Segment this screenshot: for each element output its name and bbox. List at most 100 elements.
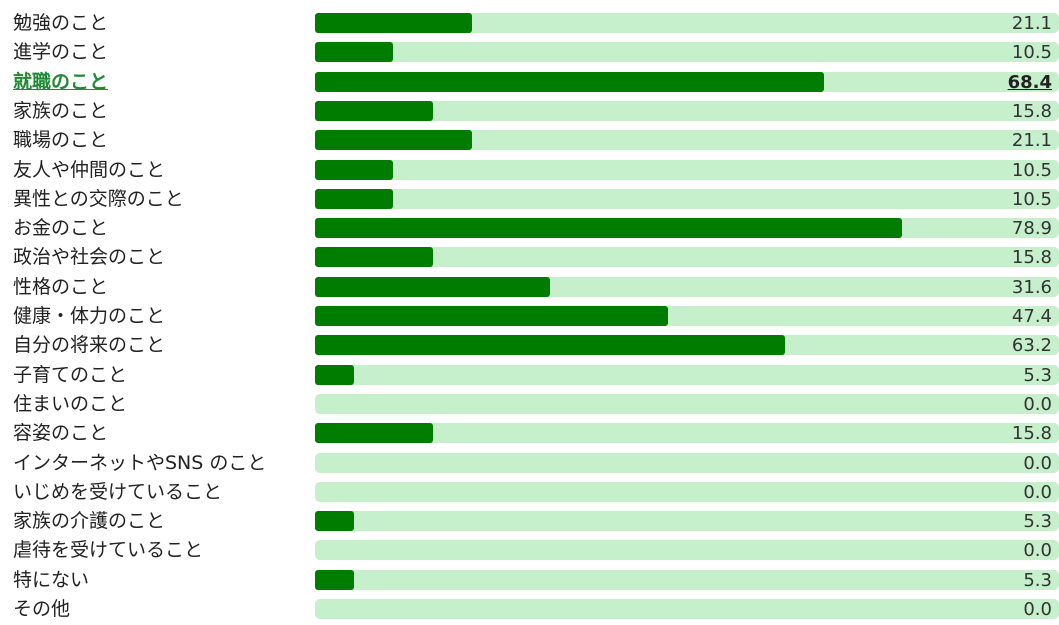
category-label: 政治や社会のこと <box>13 246 166 269</box>
value-label: 0.0 <box>1023 540 1052 562</box>
bar-row: 住まいのこと 0.0 <box>0 391 1059 420</box>
bar <box>315 423 433 444</box>
bar <box>315 13 472 33</box>
bar-track <box>315 218 1059 239</box>
category-label[interactable]: 就職のこと <box>13 70 109 93</box>
category-label: 家族のこと <box>13 99 109 122</box>
bar <box>315 188 394 209</box>
bar-track <box>315 306 1059 326</box>
value-label: 10.5 <box>1011 159 1052 181</box>
bar-track <box>315 159 1059 180</box>
category-label: 子育てのこと <box>13 363 128 386</box>
value-label: 15.8 <box>1011 247 1052 269</box>
bar <box>315 218 903 239</box>
category-label: 勉強のこと <box>13 12 109 34</box>
category-label: 虐待を受けていること <box>13 539 204 562</box>
bar-row: 進学のこと 10.5 <box>0 39 1059 68</box>
bar-row: 家族の介護のこと 5.3 <box>0 508 1059 537</box>
bar-track <box>315 511 1059 532</box>
bar <box>315 569 355 590</box>
bar-track <box>315 452 1059 473</box>
bar-row: お金のこと 78.9 <box>0 215 1059 244</box>
bar-row: 政治や社会のこと 15.8 <box>0 244 1059 273</box>
bar <box>315 71 824 92</box>
bar-track <box>315 364 1059 385</box>
bar-track <box>315 481 1059 502</box>
value-label: 10.5 <box>1011 188 1052 210</box>
bar-row: いじめを受けていること 0.0 <box>0 479 1059 508</box>
bar-row: 自分の将来のこと 63.2 <box>0 332 1059 361</box>
bar <box>315 511 355 532</box>
bar <box>315 364 355 385</box>
bar-row: 勉強のこと 21.1 <box>0 10 1059 39</box>
bar-row: 性格のこと 31.6 <box>0 274 1059 303</box>
category-label: 容姿のこと <box>13 422 109 445</box>
bar <box>315 159 394 180</box>
value-label: 0.0 <box>1023 599 1052 620</box>
bar <box>315 130 472 151</box>
bar-track <box>315 335 1059 356</box>
value-label: 78.9 <box>1011 218 1052 240</box>
value-label: 5.3 <box>1023 569 1052 591</box>
value-label: 0.0 <box>1023 481 1052 503</box>
value-label: 0.0 <box>1023 452 1052 474</box>
bar <box>315 247 433 268</box>
bar-row: インターネットやSNS のこと 0.0 <box>0 450 1059 479</box>
category-label: 健康・体力のこと <box>13 305 166 327</box>
value-label: 21.1 <box>1011 13 1052 34</box>
category-label: 友人や仲間のこと <box>13 158 166 181</box>
bar-track <box>315 569 1059 590</box>
bar-row: 職場のこと 21.1 <box>0 127 1059 156</box>
category-label: 自分の将来のこと <box>13 334 166 357</box>
bar-track <box>315 393 1059 414</box>
value-label: 5.3 <box>1023 511 1052 533</box>
bar-row: 特にない 5.3 <box>0 567 1059 596</box>
bar-row: その他 0.0 <box>0 596 1059 625</box>
value-label: 15.8 <box>1011 423 1052 445</box>
bar-track <box>315 423 1059 444</box>
category-label: インターネットやSNS のこと <box>13 451 267 474</box>
bar-row: 友人や仲間のこと 10.5 <box>0 157 1059 186</box>
value-label: 21.1 <box>1011 130 1052 152</box>
value-label: 63.2 <box>1011 335 1052 357</box>
category-label: 特にない <box>13 568 90 591</box>
category-label: 住まいのこと <box>13 392 128 415</box>
bar-track <box>315 540 1059 561</box>
category-label: 家族の介護のこと <box>13 510 166 533</box>
bar-track <box>315 71 1059 92</box>
category-label: 異性との交際のこと <box>13 187 184 210</box>
value-label: 31.6 <box>1011 276 1052 298</box>
category-label: 性格のこと <box>13 275 109 298</box>
category-label: 進学のこと <box>13 41 109 64</box>
bar <box>315 100 433 121</box>
bar-row: 子育てのこと 5.3 <box>0 362 1059 391</box>
bar-row: 虐待を受けていること 0.0 <box>0 537 1059 566</box>
bar-row: 容姿のこと 15.8 <box>0 420 1059 449</box>
bar-row: 就職のこと 68.4 <box>0 69 1059 98</box>
value-label: 10.5 <box>1011 42 1052 64</box>
bar <box>315 335 786 356</box>
bar-track <box>315 247 1059 268</box>
value-label: 68.4 <box>1007 71 1052 93</box>
bar-row: 家族のこと 15.8 <box>0 98 1059 127</box>
bar-row: 健康・体力のこと 47.4 <box>0 303 1059 332</box>
bar-track <box>315 100 1059 121</box>
value-label: 0.0 <box>1023 393 1052 415</box>
bar-track <box>315 130 1059 151</box>
bar-row: 異性との交際のこと 10.5 <box>0 186 1059 215</box>
category-label: お金のこと <box>13 217 109 240</box>
bar <box>315 306 668 326</box>
value-label: 15.8 <box>1011 100 1052 122</box>
bar <box>315 42 394 63</box>
bar-track <box>315 276 1059 297</box>
bar-track <box>315 599 1059 619</box>
bar-track <box>315 13 1059 33</box>
category-label: いじめを受けていること <box>13 480 223 503</box>
category-label: その他 <box>13 598 71 620</box>
value-label: 5.3 <box>1023 364 1052 386</box>
bar-track <box>315 42 1059 63</box>
bar <box>315 276 551 297</box>
bar-track <box>315 188 1059 209</box>
category-label: 職場のこと <box>13 129 109 152</box>
